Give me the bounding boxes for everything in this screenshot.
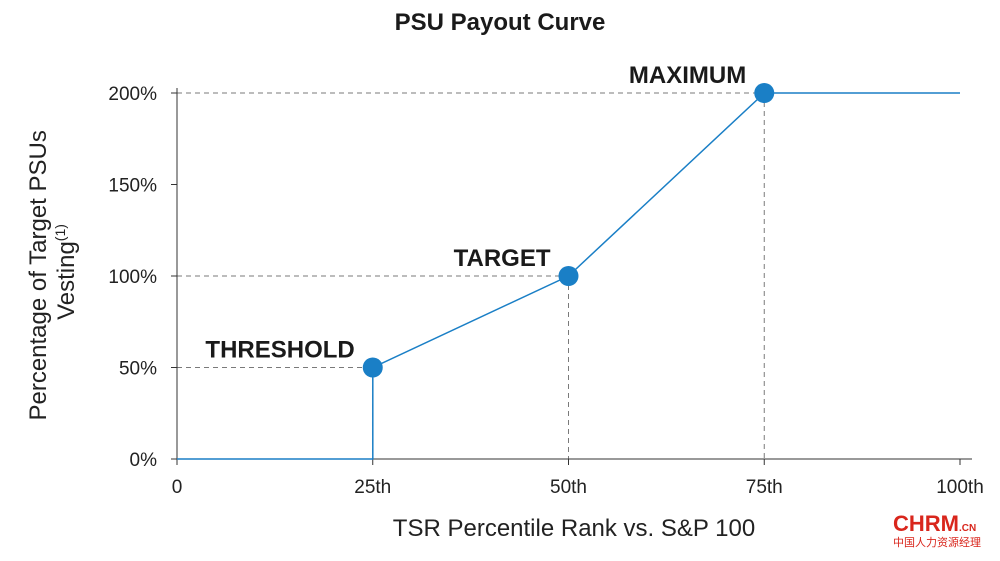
chart-title: PSU Payout Curve	[395, 9, 606, 36]
point-label: TARGET	[454, 245, 551, 272]
point-marker	[362, 357, 383, 378]
y-axis-label: Percentage of Target PSUs Vesting(1)	[25, 123, 80, 420]
x-tick-label: 25th	[354, 477, 391, 498]
watermark-subtitle: 中国人力资源经理	[893, 535, 981, 549]
point-labels: THRESHOLD TARGET MAXIMUM	[205, 62, 746, 364]
x-tick-label: 75th	[746, 477, 783, 498]
watermark-logo: CHRM.CN	[893, 511, 976, 536]
watermark: CHRM.CN 中国人力资源经理	[893, 511, 981, 549]
point-label: MAXIMUM	[629, 62, 746, 89]
y-tick-label: 50%	[119, 359, 157, 380]
y-tick-label: 150%	[108, 176, 157, 197]
y-axis-label-line2: Vesting(1)	[52, 224, 80, 320]
x-axis-label: TSR Percentile Rank vs. S&P 100	[393, 515, 755, 542]
point-marker	[754, 83, 775, 103]
y-axis-ticks: 0% 50% 100% 150% 200%	[108, 84, 177, 471]
series-line	[177, 92, 960, 460]
y-tick-label: 0%	[130, 450, 158, 471]
reference-lines	[177, 92, 765, 459]
watermark-suffix: .CN	[959, 523, 976, 534]
watermark-main: CHRM	[893, 511, 959, 536]
x-tick-label: 0	[172, 477, 183, 498]
y-tick-label: 100%	[108, 267, 157, 288]
y-axis-label-line1: Percentage of Target PSUs	[25, 130, 52, 420]
point-markers	[362, 83, 775, 378]
x-tick-label: 100th	[936, 477, 984, 498]
y-axis-label-footnote: (1)	[52, 224, 68, 241]
y-tick-label: 200%	[108, 84, 157, 105]
point-label: THRESHOLD	[205, 337, 354, 364]
x-axis-ticks: 0 25th 50th 75th 100th	[172, 459, 984, 498]
point-marker	[558, 266, 579, 286]
y-axis-label-vesting: Vesting	[53, 241, 80, 320]
x-tick-label: 50th	[550, 477, 587, 498]
